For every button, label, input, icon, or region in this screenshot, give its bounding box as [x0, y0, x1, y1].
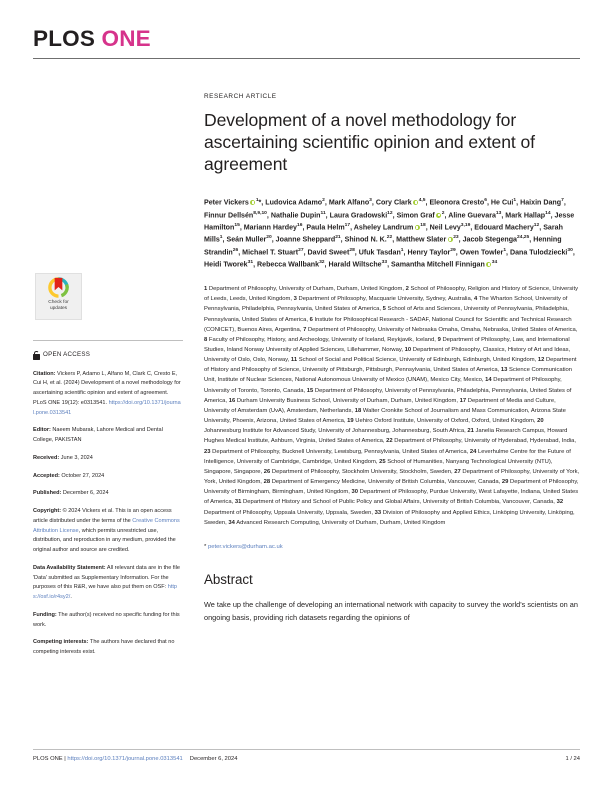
published-date: December 6, 2024: [61, 490, 109, 497]
footer-date: December 6, 2024: [189, 756, 238, 762]
copyright-block: Copyright: © 2024 Vickers et al. This is…: [33, 507, 183, 556]
accepted-block: Accepted: October 27, 2024: [33, 472, 183, 482]
orcid-icon[interactable]: [436, 212, 442, 218]
funding-text: The author(s) received no specific fundi…: [33, 611, 180, 628]
citation-label: Citation:: [33, 370, 56, 377]
published-label: Published:: [33, 490, 62, 497]
competing-interests-text: The authors have declared that no compet…: [33, 639, 175, 656]
creative-commons-license-link[interactable]: Creative Commons Attribution License: [33, 517, 180, 534]
orcid-icon[interactable]: [413, 200, 419, 206]
page-number: 1 / 24: [565, 756, 580, 762]
corresponding-author-marker: *: [204, 543, 208, 550]
copyright-label: Copyright:: [33, 508, 62, 515]
open-access-badge: OPEN ACCESS: [33, 350, 183, 361]
footer-journal-name: PLOS ONE: [33, 756, 63, 762]
journal-masthead: PLOS ONE: [33, 26, 580, 59]
data-availability-text-part2: .: [70, 594, 72, 601]
masthead-divider: [33, 57, 580, 59]
footer-doi-link[interactable]: https://doi.org/10.1371/journal.pone.031…: [67, 756, 183, 762]
open-lock-icon: [33, 350, 40, 360]
affiliations-list: 1 Department of Philosophy, University o…: [204, 286, 580, 526]
crossmark-check-for-updates-badge[interactable]: Check for updates: [35, 273, 82, 320]
abstract-heading: Abstract: [204, 571, 253, 587]
editor-label: Editor:: [33, 427, 51, 434]
received-label: Received:: [33, 454, 60, 461]
orcid-icon[interactable]: [250, 200, 256, 206]
logo-plos-text: PLOS: [33, 26, 96, 51]
crossmark-label-line2: updates: [49, 305, 68, 311]
corresponding-email-text[interactable]: peter.vickers@durham.ac.uk: [207, 543, 283, 550]
crossmark-ring-icon: [48, 277, 69, 298]
citation-block: Citation: Vickers P, Adamo L, Alfano M, …: [33, 370, 183, 419]
abstract-text: We take up the challenge of developing a…: [204, 599, 578, 622]
funding-label: Funding:: [33, 611, 57, 618]
data-availability-block: Data Availability Statement: All relevan…: [33, 564, 183, 603]
footer-separator: |: [62, 756, 68, 762]
citation-doi-link[interactable]: https://doi.org/10.1371/journal.pone.031…: [33, 399, 181, 416]
sidebar-divider: [33, 340, 183, 341]
author-list: Peter Vickers 1*, Ludovica Adamo2, Mark A…: [204, 198, 575, 269]
orcid-icon[interactable]: [486, 261, 492, 267]
crossmark-icon: [47, 276, 70, 299]
received-block: Received: June 3, 2024: [33, 454, 183, 464]
editor-text: Naeem Mubarak, Lahore Medical and Dental…: [33, 427, 163, 444]
editor-block: Editor: Naeem Mubarak, Lahore Medical an…: [33, 426, 183, 446]
corresponding-author-email[interactable]: * peter.vickers@durham.ac.uk: [204, 544, 580, 550]
data-availability-label: Data Availability Statement:: [33, 564, 106, 571]
data-availability-text-part1: All relevant data are in the file 'Data'…: [33, 564, 180, 591]
received-date: June 3, 2024: [59, 454, 93, 461]
competing-interests-block: Competing interests: The authors have de…: [33, 638, 183, 658]
citation-text: Vickers P, Adamo L, Alfano M, Clark C, C…: [33, 370, 181, 406]
accepted-label: Accepted:: [33, 472, 60, 479]
logo-one-text: ONE: [101, 26, 151, 51]
article-metadata-sidebar: Check for updates OPEN ACCESS Citation: …: [33, 273, 183, 666]
accepted-date: October 27, 2024: [59, 472, 105, 479]
orcid-icon[interactable]: [447, 237, 453, 243]
footer-divider: [33, 749, 580, 750]
page-title: Development of a novel methodology for a…: [204, 110, 535, 175]
orcid-icon[interactable]: [414, 224, 420, 230]
competing-interests-label: Competing interests:: [33, 639, 89, 646]
crossmark-label-line1: Check for: [48, 300, 69, 305]
osf-data-link[interactable]: https://osf.io/r4sy2/: [33, 584, 177, 601]
page-footer: PLOS ONE | https://doi.org/10.1371/journ…: [33, 756, 580, 762]
plos-one-logo: PLOS ONE: [33, 26, 580, 51]
copyright-text-part1: © 2024 Vickers et al. This is an open ac…: [33, 508, 172, 524]
published-block: Published: December 6, 2024: [33, 489, 183, 499]
open-access-label: OPEN ACCESS: [43, 351, 91, 358]
funding-block: Funding: The author(s) received no speci…: [33, 611, 183, 631]
crossmark-label: Check for updates: [48, 300, 69, 312]
article-type-kicker: RESEARCH ARTICLE: [204, 93, 277, 100]
footer-citation: PLOS ONE | https://doi.org/10.1371/journ…: [33, 756, 237, 762]
copyright-text-part2: , which permits unrestricted use, distri…: [33, 527, 176, 554]
article-main-column: RESEARCH ARTICLE Development of a novel …: [204, 93, 580, 624]
